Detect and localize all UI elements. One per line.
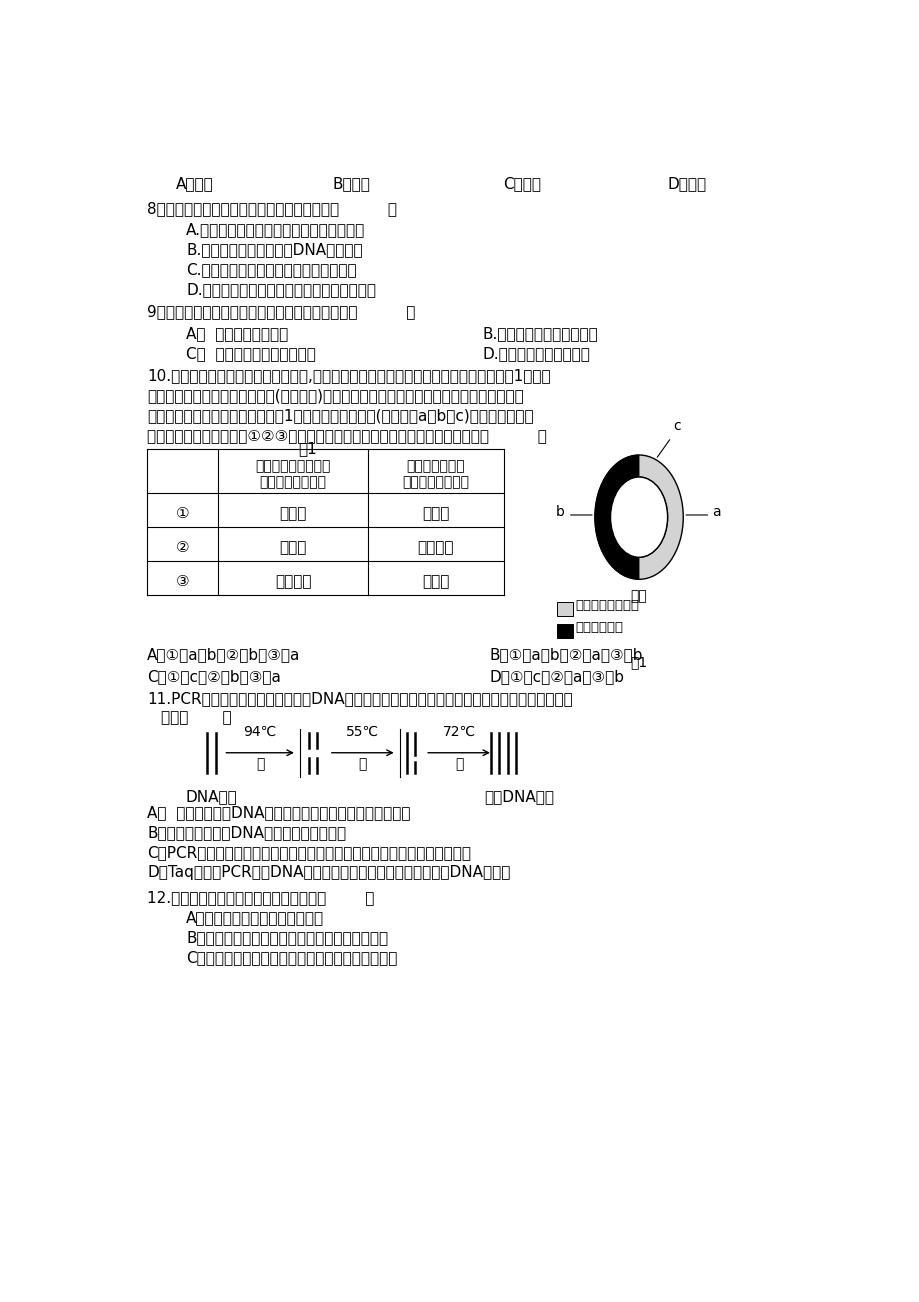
Text: 通过标记基因可以推知外源基因(目的基因)是否转移成功。外源基因插入的位置不同，细菌在: 通过标记基因可以推知外源基因(目的基因)是否转移成功。外源基因插入的位置不同，细… — [147, 388, 523, 402]
Text: B．①是a和b；②是a；③是b: B．①是a和b；②是a；③是b — [489, 647, 642, 663]
Text: D.原核基因不能用来进行真核生物的遗传改良: D.原核基因不能用来进行真核生物的遗传改良 — [186, 283, 376, 298]
Text: ③: ③ — [176, 574, 189, 590]
Text: 能生长: 能生长 — [279, 506, 307, 521]
Text: 供的细菌生长情况，推测①②③三种重组细菌的外源基因插入点，正确的一组是（          ）: 供的细菌生长情况，推测①②③三种重组细菌的外源基因插入点，正确的一组是（ ） — [147, 428, 547, 443]
Text: 两个DNA分子: 两个DNA分子 — [483, 789, 553, 803]
Text: D．Taq酶是用PCR仪对DNA分子扩增过程中常用的一种耐高温的DNA聚合酶: D．Taq酶是用PCR仪对DNA分子扩增过程中常用的一种耐高温的DNA聚合酶 — [147, 865, 510, 880]
Text: ①: ① — [176, 506, 189, 521]
Text: 培养基上的生长情况也不同，下表1是外源基因插入位置(插入点有a、b、c)，请根据表中提: 培养基上的生长情况也不同，下表1是外源基因插入位置(插入点有a、b、c)，请根据… — [147, 408, 533, 423]
Text: a: a — [711, 505, 720, 519]
Text: C．PCR技术扩增目的基因的前提是要有一段已知目的基因的核糖核苷酸序列: C．PCR技术扩增目的基因的前提是要有一段已知目的基因的核糖核苷酸序列 — [147, 845, 471, 861]
Text: 细菌在含四环素: 细菌在含四环素 — [406, 460, 465, 473]
Wedge shape — [595, 454, 639, 579]
Text: 不能生长: 不能生长 — [275, 574, 312, 590]
Text: B．甲过程破坏的是DNA分子内的磷酸二酯键: B．甲过程破坏的是DNA分子内的磷酸二酯键 — [147, 825, 346, 840]
Text: DNA样品: DNA样品 — [186, 789, 237, 803]
Text: C．三项: C．三项 — [503, 176, 541, 191]
Text: B．二项: B．二项 — [332, 176, 370, 191]
Text: 抗氨苄青霉素基因: 抗氨苄青霉素基因 — [575, 599, 639, 612]
Text: 的是（       ）: 的是（ ） — [161, 711, 232, 725]
Text: 培养基上生长情况: 培养基上生长情况 — [259, 475, 326, 490]
Text: D.目的基因的检测与表达: D.目的基因的检测与表达 — [482, 346, 589, 361]
Text: C.一种基因探针能检测水体中的各种病毒: C.一种基因探针能检测水体中的各种病毒 — [186, 263, 357, 277]
Text: 能生长: 能生长 — [422, 506, 449, 521]
Circle shape — [595, 454, 683, 579]
Text: 能生长: 能生长 — [422, 574, 449, 590]
Text: b: b — [555, 505, 564, 519]
Text: C．①是c；②是b；③是a: C．①是c；②是b；③是a — [147, 669, 280, 685]
Text: 94℃: 94℃ — [244, 725, 277, 738]
Text: 9．基因工程中，不需进行碱基互补配对的步骤有（          ）: 9．基因工程中，不需进行碱基互补配对的步骤有（ ） — [147, 305, 415, 319]
Circle shape — [610, 477, 667, 557]
Text: B.目的基因与运载体相结合: B.目的基因与运载体相结合 — [482, 326, 597, 341]
Bar — [557, 603, 573, 616]
Text: C．  将目的基因导入受体细胞: C． 将目的基因导入受体细胞 — [186, 346, 316, 361]
Text: 12.下列有关愈伤组织的叙述，正确的是（        ）: 12.下列有关愈伤组织的叙述，正确的是（ ） — [147, 891, 374, 905]
Text: 能生长: 能生长 — [279, 540, 307, 555]
Text: 质粒: 质粒 — [630, 590, 647, 603]
Circle shape — [610, 477, 667, 557]
Text: 72℃: 72℃ — [442, 725, 475, 738]
Text: 甲: 甲 — [255, 756, 264, 771]
Text: 不能生长: 不能生长 — [417, 540, 454, 555]
Text: 55℃: 55℃ — [346, 725, 379, 738]
Text: 图1: 图1 — [630, 655, 647, 669]
Text: B．愈伤组织是一团有特定结构和功能的薄壁细胞: B．愈伤组织是一团有特定结构和功能的薄壁细胞 — [186, 930, 388, 945]
Text: 10.质粒是基因工程中最常用的运载体,它存在于许多细菌体内。质粒上有标记基因如下图1所示，: 10.质粒是基因工程中最常用的运载体,它存在于许多细菌体内。质粒上有标记基因如下… — [147, 367, 550, 383]
Text: 细菌在含氨苄青霉素: 细菌在含氨苄青霉素 — [255, 460, 331, 473]
Text: 8．下列关于基因工程应用的叙述，正确的是（          ）: 8．下列关于基因工程应用的叙述，正确的是（ ） — [147, 202, 397, 216]
Text: A.基因治疗就是把缺陷基因诱变成正常基因: A.基因治疗就是把缺陷基因诱变成正常基因 — [186, 223, 365, 237]
Text: 11.PCR是一项在生物体外复制特定DNA片段的核酸合成技术，如图表示合成过程，下列说法正确: 11.PCR是一项在生物体外复制特定DNA片段的核酸合成技术，如图表示合成过程，… — [147, 691, 573, 707]
Text: 抗四环素基因: 抗四环素基因 — [575, 621, 623, 634]
Text: c: c — [673, 419, 680, 434]
Text: A．  甲过程高温使DNA变性解旋，该过程需要解旋酶的作用: A． 甲过程高温使DNA变性解旋，该过程需要解旋酶的作用 — [147, 805, 410, 820]
Text: B.基因诊断的基本原理是DNA分子杂交: B.基因诊断的基本原理是DNA分子杂交 — [186, 242, 362, 258]
Text: D．四项: D．四项 — [667, 176, 706, 191]
Text: 丙: 丙 — [454, 756, 462, 771]
Text: C．离体组织细胞不形成愈伤组织就能表现出全能性: C．离体组织细胞不形成愈伤组织就能表现出全能性 — [186, 950, 397, 965]
Text: 培养基上生长情况: 培养基上生长情况 — [402, 475, 469, 490]
Text: D．①是c；②是a；③是b: D．①是c；②是a；③是b — [489, 669, 624, 685]
Text: A．  人工合成目的基因: A． 人工合成目的基因 — [186, 326, 289, 341]
Text: 表1: 表1 — [298, 441, 316, 456]
Text: ②: ② — [176, 540, 189, 555]
Text: A．一项: A．一项 — [176, 176, 213, 191]
Text: 乙: 乙 — [358, 756, 367, 771]
Text: A．愈伤组织的细胞分裂能力较强: A．愈伤组织的细胞分裂能力较强 — [186, 910, 324, 926]
Bar — [557, 625, 573, 638]
Text: A．①是a和b；②是b；③是a: A．①是a和b；②是b；③是a — [147, 647, 301, 663]
